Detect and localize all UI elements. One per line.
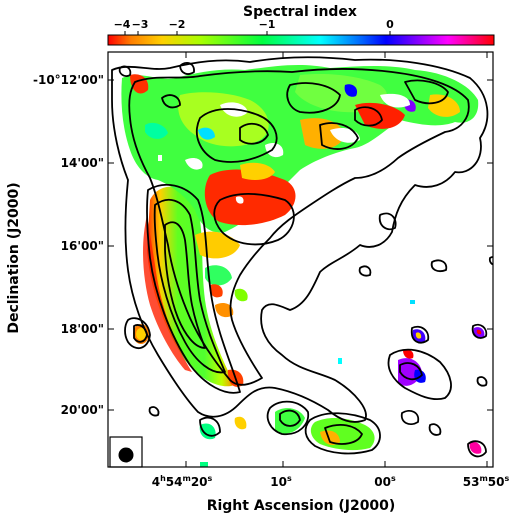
colorbar-gradient bbox=[107, 34, 495, 46]
colorbar-tick-label: −1 bbox=[259, 18, 276, 31]
y-tick-label: 18'00" bbox=[61, 322, 104, 336]
y-tick-label: 16'00" bbox=[61, 239, 104, 253]
colorbar-tick-label: 0 bbox=[386, 18, 394, 31]
x-tick-labels: 4h54m20s 10s 00s 53m50s bbox=[152, 474, 510, 489]
colorbar-title: Spectral index bbox=[243, 4, 357, 20]
axis-ticks bbox=[108, 52, 493, 467]
beam-indicator bbox=[109, 436, 143, 468]
spectral-index-map bbox=[121, 64, 485, 467]
x-tick-label: 53m50s bbox=[463, 474, 510, 489]
x-tick-label: 10s bbox=[270, 474, 292, 489]
y-axis-label: Declination (J2000) bbox=[6, 182, 22, 333]
colorbar-tick-label: −3 bbox=[132, 18, 149, 31]
y-tick-label: 20'00" bbox=[61, 403, 104, 417]
x-axis-label: Right Ascension (J2000) bbox=[207, 498, 396, 514]
colorbar: Spectral index −4 −3 −2 −1 0 bbox=[107, 4, 495, 46]
colorbar-tick-label: −2 bbox=[169, 18, 186, 31]
y-tick-label: 14'00" bbox=[61, 156, 104, 170]
y-tick-labels: -10°12'00" 14'00" 16'00" 18'00" 20'00" bbox=[33, 73, 104, 417]
colorbar-ticks: −4 −3 −2 −1 0 bbox=[114, 18, 394, 35]
radio-contours bbox=[111, 56, 493, 458]
colorbar-tick-label: −4 bbox=[114, 18, 131, 31]
sky-image bbox=[108, 52, 493, 467]
x-tick-label: 00s bbox=[374, 474, 396, 489]
plot-frame bbox=[107, 51, 494, 468]
y-tick-label: -10°12'00" bbox=[33, 73, 104, 87]
x-tick-label: 4h54m20s bbox=[152, 474, 213, 489]
beam-ellipse bbox=[118, 447, 134, 463]
